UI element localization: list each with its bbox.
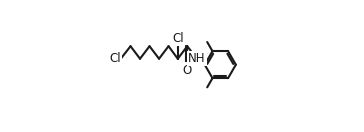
Text: NH: NH [188,52,206,65]
Text: Cl: Cl [110,52,121,65]
Text: Cl: Cl [172,32,183,45]
Text: O: O [183,64,192,77]
